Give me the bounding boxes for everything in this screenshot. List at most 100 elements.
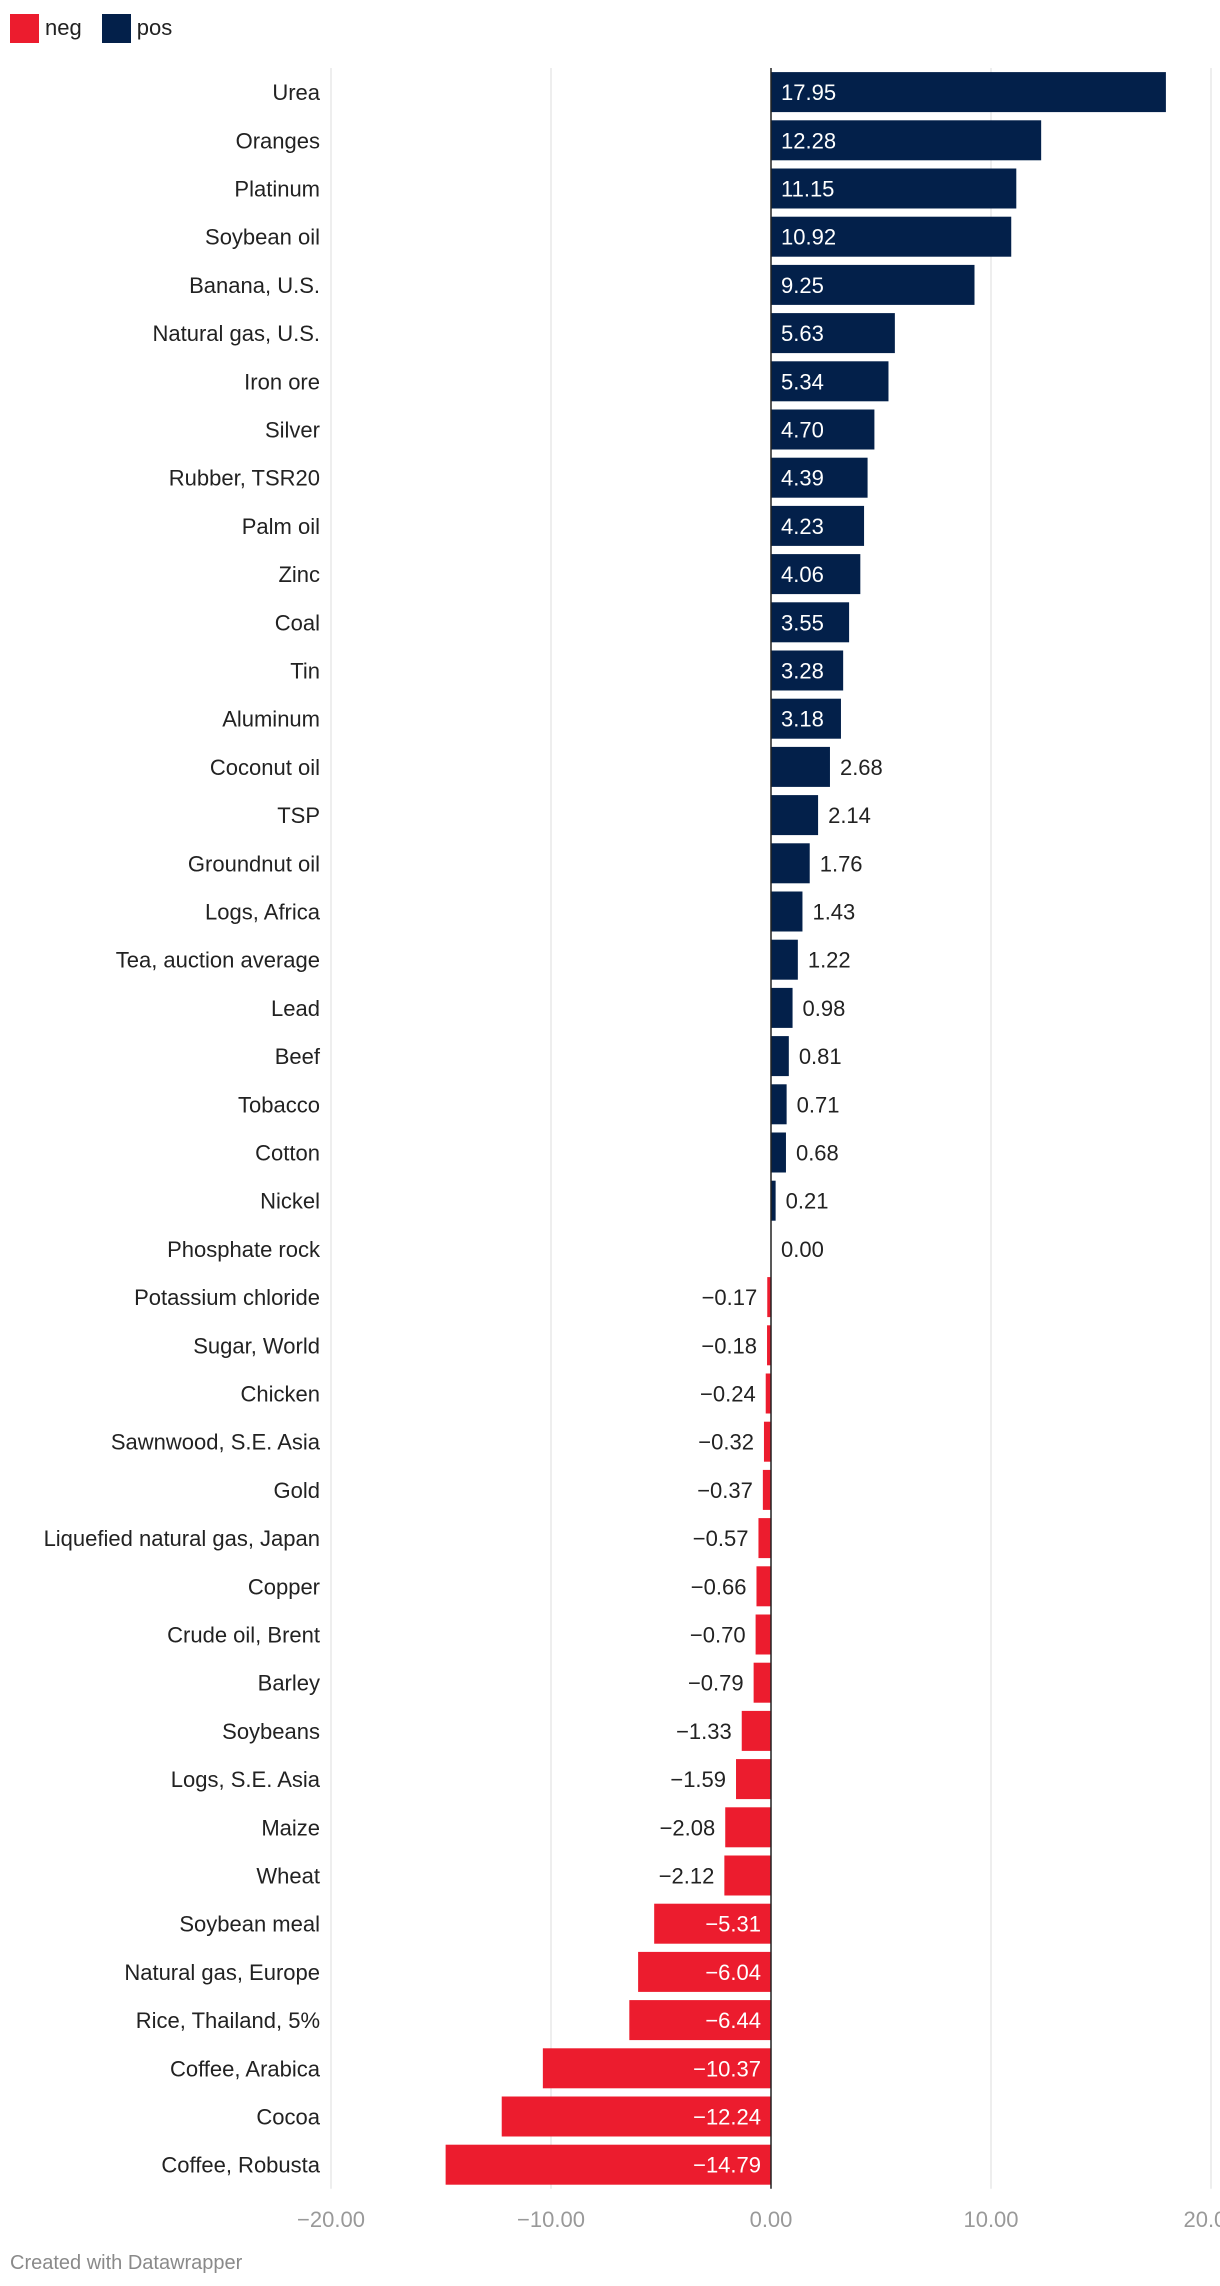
category-label: Soybean oil — [205, 225, 320, 250]
value-label: −0.70 — [690, 1623, 746, 1648]
bar — [755, 1614, 771, 1655]
value-label: 0.68 — [796, 1141, 839, 1166]
x-tick-label: 0.00 — [750, 2207, 793, 2232]
bar — [771, 1180, 776, 1221]
legend-label-neg: neg — [45, 15, 82, 40]
value-label: −6.04 — [705, 1960, 761, 1985]
value-label: 3.18 — [781, 707, 824, 732]
value-label: −14.79 — [693, 2153, 761, 2178]
category-label: Barley — [258, 1671, 320, 1696]
category-label: Tin — [290, 659, 320, 684]
bar — [741, 1710, 771, 1751]
value-label: 1.43 — [812, 900, 855, 925]
value-label: 5.63 — [781, 321, 824, 346]
bar — [767, 1277, 771, 1318]
value-label: 3.55 — [781, 610, 824, 635]
bar — [771, 746, 830, 787]
value-label: 0.00 — [781, 1237, 824, 1262]
bar — [629, 2000, 771, 2041]
value-label: −0.79 — [688, 1671, 744, 1696]
category-label: Copper — [248, 1574, 320, 1599]
value-label: −0.57 — [693, 1526, 749, 1551]
value-label: 2.68 — [840, 755, 883, 780]
category-label: Coal — [275, 610, 320, 635]
value-label: −5.31 — [705, 1912, 761, 1937]
bar — [771, 120, 1042, 161]
value-label: 1.76 — [820, 851, 863, 876]
value-label: 4.39 — [781, 466, 824, 491]
value-label: −0.18 — [701, 1333, 757, 1358]
category-label: Phosphate rock — [167, 1237, 321, 1262]
bar — [445, 2144, 771, 2185]
category-label: Lead — [271, 996, 320, 1021]
category-label: Rice, Thailand, 5% — [136, 2008, 320, 2033]
value-label: 4.23 — [781, 514, 824, 539]
value-label: 17.95 — [781, 80, 836, 105]
bar — [771, 602, 850, 643]
x-tick-label: −10.00 — [517, 2207, 585, 2232]
bar — [771, 216, 1012, 257]
bar — [542, 2048, 771, 2089]
value-label: 2.14 — [828, 803, 871, 828]
bar — [771, 554, 861, 595]
bar — [763, 1421, 771, 1462]
bar — [724, 1855, 771, 1896]
bar — [767, 1325, 771, 1366]
category-label: Beef — [275, 1044, 321, 1069]
x-tick-label: 10.00 — [963, 2207, 1018, 2232]
legend-item-neg: neg — [10, 13, 82, 43]
category-label: Cotton — [255, 1141, 320, 1166]
bar — [771, 891, 803, 932]
bar — [736, 1759, 771, 1800]
category-label: Zinc — [278, 562, 320, 587]
bar — [771, 650, 844, 691]
category-label: Aluminum — [222, 707, 320, 732]
value-label: 0.98 — [803, 996, 846, 1021]
category-label: Sawnwood, S.E. Asia — [111, 1430, 321, 1455]
value-label: 9.25 — [781, 273, 824, 298]
category-label: TSP — [277, 803, 320, 828]
category-label: Potassium chloride — [134, 1285, 320, 1310]
category-label: Soybeans — [222, 1719, 320, 1744]
bar — [771, 987, 793, 1028]
legend-label-pos: pos — [136, 15, 173, 40]
category-label: Banana, U.S. — [189, 273, 320, 298]
category-label: Iron ore — [244, 369, 320, 394]
value-label: 10.92 — [781, 225, 836, 250]
bar — [771, 409, 875, 450]
category-label: Coconut oil — [210, 755, 320, 780]
value-label: 0.21 — [786, 1189, 829, 1214]
bar — [771, 168, 1017, 209]
legend-swatch-pos — [101, 13, 131, 43]
bar — [638, 1951, 771, 1992]
category-label: Liquefied natural gas, Japan — [44, 1526, 320, 1551]
category-label: Urea — [272, 80, 320, 105]
bar — [771, 457, 868, 498]
category-label: Tobacco — [238, 1092, 320, 1117]
value-label: 5.34 — [781, 369, 824, 394]
category-label: Natural gas, Europe — [124, 1960, 320, 1985]
value-label: −0.66 — [691, 1574, 747, 1599]
value-label: 4.06 — [781, 562, 824, 587]
category-label: Tea, auction average — [116, 948, 320, 973]
bar — [771, 313, 895, 354]
value-label: −1.59 — [670, 1767, 726, 1792]
value-label: 1.22 — [808, 948, 851, 973]
bar — [771, 361, 889, 402]
bar — [771, 505, 865, 546]
bar — [771, 939, 798, 980]
value-label: 11.15 — [781, 177, 834, 202]
category-label: Platinum — [234, 177, 320, 202]
bar — [753, 1662, 771, 1703]
legend: neg pos — [10, 12, 192, 44]
value-label: −0.24 — [700, 1382, 756, 1407]
category-label: Coffee, Robusta — [161, 2153, 320, 2178]
value-label: −10.37 — [693, 2056, 761, 2081]
bar — [771, 1036, 789, 1077]
category-label: Cocoa — [256, 2105, 320, 2130]
value-label: 4.70 — [781, 418, 824, 443]
bar — [771, 843, 810, 884]
bar — [771, 1084, 787, 1125]
category-label: Chicken — [241, 1382, 320, 1407]
